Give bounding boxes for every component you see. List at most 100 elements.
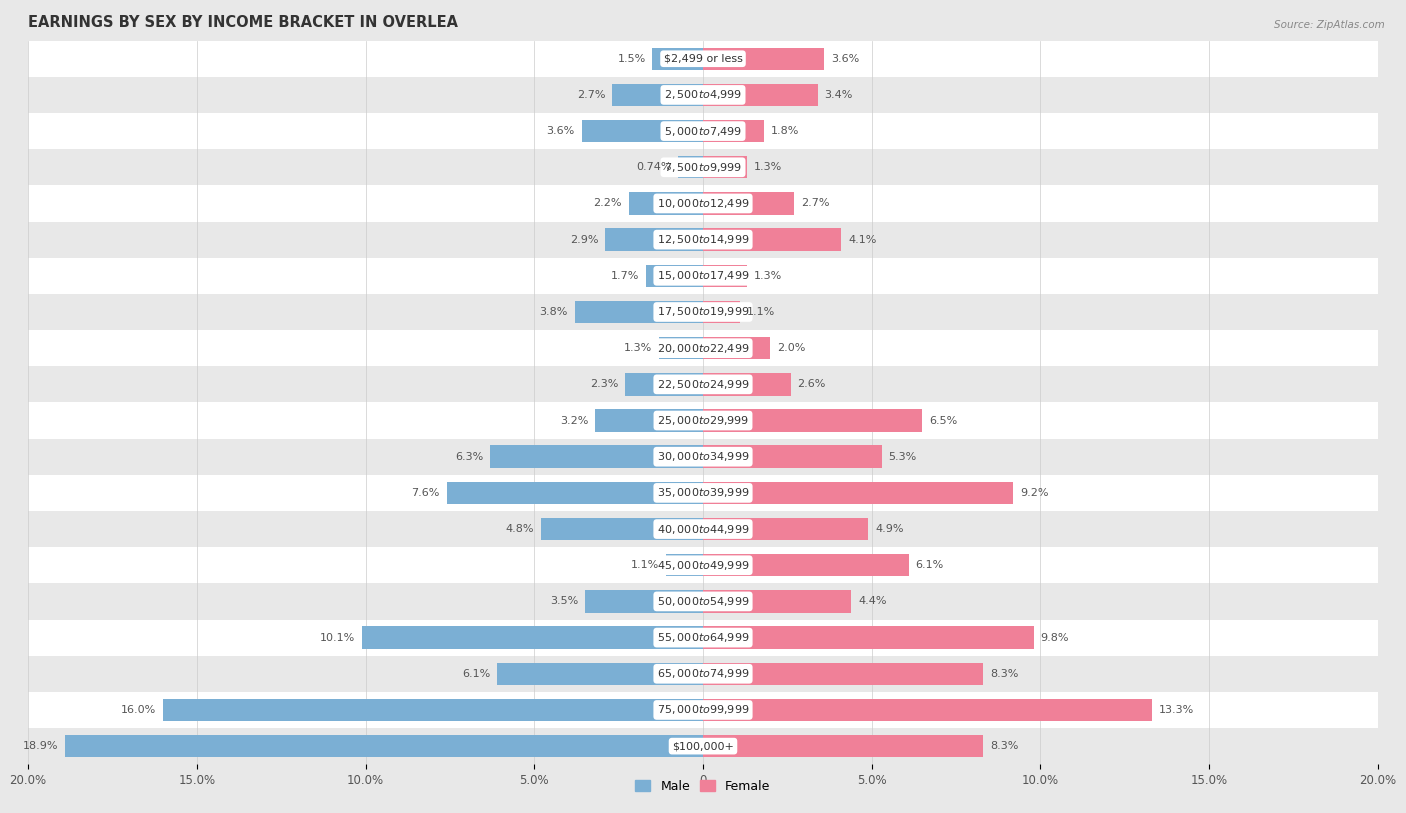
Text: $50,000 to $54,999: $50,000 to $54,999 [657,595,749,608]
Bar [703,735,983,758]
Text: $75,000 to $99,999: $75,000 to $99,999 [657,703,749,716]
Bar [652,47,703,70]
Bar [703,446,882,468]
Bar [626,373,703,396]
Bar [447,481,703,504]
Bar [28,547,1378,584]
Text: $55,000 to $64,999: $55,000 to $64,999 [657,631,749,644]
Bar [703,264,747,287]
Text: 3.6%: 3.6% [831,54,859,63]
Bar [363,626,703,649]
Text: $65,000 to $74,999: $65,000 to $74,999 [657,667,749,680]
Bar [703,84,818,107]
Text: 3.4%: 3.4% [824,90,853,100]
Text: $5,000 to $7,499: $5,000 to $7,499 [664,124,742,137]
Text: 3.2%: 3.2% [560,415,588,425]
Bar [28,222,1378,258]
Bar [703,481,1014,504]
Bar [678,156,703,179]
Bar [28,655,1378,692]
Text: $22,500 to $24,999: $22,500 to $24,999 [657,378,749,391]
Text: 13.3%: 13.3% [1159,705,1194,715]
Bar [703,590,852,613]
Text: 1.7%: 1.7% [610,271,638,280]
Text: 9.8%: 9.8% [1040,633,1069,642]
Text: $30,000 to $34,999: $30,000 to $34,999 [657,450,749,463]
Text: 4.9%: 4.9% [875,524,904,534]
Text: 1.1%: 1.1% [631,560,659,570]
Legend: Male, Female: Male, Female [630,775,776,798]
Text: 2.3%: 2.3% [591,380,619,389]
Text: $2,500 to $4,999: $2,500 to $4,999 [664,89,742,102]
Text: $25,000 to $29,999: $25,000 to $29,999 [657,414,749,427]
Text: 2.7%: 2.7% [576,90,605,100]
Bar [28,330,1378,366]
Text: 2.0%: 2.0% [778,343,806,353]
Bar [595,409,703,432]
Bar [65,735,703,758]
Text: 3.6%: 3.6% [547,126,575,136]
Text: 1.3%: 1.3% [624,343,652,353]
Text: 4.4%: 4.4% [858,597,887,606]
Text: $2,499 or less: $2,499 or less [664,54,742,63]
Bar [28,439,1378,475]
Text: 4.1%: 4.1% [848,235,876,245]
Bar [28,150,1378,185]
Text: 6.1%: 6.1% [915,560,943,570]
Text: 6.3%: 6.3% [456,452,484,462]
Bar [28,620,1378,655]
Bar [703,192,794,215]
Text: $40,000 to $44,999: $40,000 to $44,999 [657,523,749,536]
Bar [28,511,1378,547]
Bar [541,518,703,541]
Bar [703,120,763,142]
Text: $7,500 to $9,999: $7,500 to $9,999 [664,161,742,174]
Bar [28,366,1378,402]
Text: 2.9%: 2.9% [569,235,599,245]
Text: 16.0%: 16.0% [121,705,156,715]
Bar [28,728,1378,764]
Text: 6.5%: 6.5% [929,415,957,425]
Text: 9.2%: 9.2% [1021,488,1049,498]
Text: 10.1%: 10.1% [321,633,356,642]
Bar [28,584,1378,620]
Bar [703,626,1033,649]
Text: $12,500 to $14,999: $12,500 to $14,999 [657,233,749,246]
Bar [28,77,1378,113]
Text: 1.5%: 1.5% [617,54,645,63]
Text: $10,000 to $12,499: $10,000 to $12,499 [657,197,749,210]
Bar [703,409,922,432]
Bar [28,294,1378,330]
Bar [703,663,983,685]
Text: $15,000 to $17,499: $15,000 to $17,499 [657,269,749,282]
Bar [28,475,1378,511]
Text: 1.3%: 1.3% [754,163,782,172]
Bar [28,258,1378,294]
Text: $35,000 to $39,999: $35,000 to $39,999 [657,486,749,499]
Text: 8.3%: 8.3% [990,669,1018,679]
Text: 3.5%: 3.5% [550,597,578,606]
Bar [666,554,703,576]
Bar [703,47,824,70]
Bar [703,156,747,179]
Bar [703,373,790,396]
Text: 5.3%: 5.3% [889,452,917,462]
Bar [28,41,1378,77]
Bar [703,337,770,359]
Bar [628,192,703,215]
Text: 2.6%: 2.6% [797,380,825,389]
Bar [28,692,1378,728]
Bar [582,120,703,142]
Bar [585,590,703,613]
Bar [605,228,703,251]
Text: EARNINGS BY SEX BY INCOME BRACKET IN OVERLEA: EARNINGS BY SEX BY INCOME BRACKET IN OVE… [28,15,458,30]
Bar [28,185,1378,221]
Text: $17,500 to $19,999: $17,500 to $19,999 [657,306,749,319]
Text: Source: ZipAtlas.com: Source: ZipAtlas.com [1274,20,1385,30]
Bar [703,698,1152,721]
Text: 2.2%: 2.2% [593,198,621,208]
Text: 2.7%: 2.7% [801,198,830,208]
Text: 18.9%: 18.9% [22,741,59,751]
Text: 1.1%: 1.1% [747,307,775,317]
Text: 7.6%: 7.6% [412,488,440,498]
